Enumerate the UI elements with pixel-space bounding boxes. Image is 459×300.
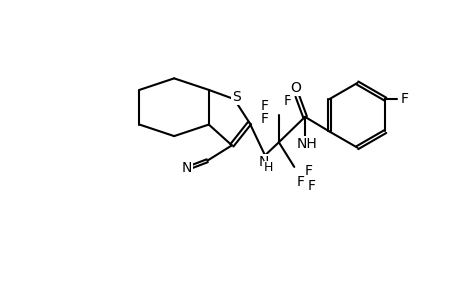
Text: H: H [263,161,273,174]
Text: F: F [296,175,304,189]
Text: F: F [303,164,312,178]
Text: NH: NH [296,137,316,151]
Text: O: O [290,81,301,95]
Text: F: F [284,94,291,108]
Text: N: N [257,154,268,169]
Text: F: F [260,99,269,113]
Text: F: F [307,179,314,193]
Text: F: F [400,92,408,106]
Text: N: N [182,161,192,176]
Text: F: F [260,112,269,126]
Text: S: S [232,90,241,104]
